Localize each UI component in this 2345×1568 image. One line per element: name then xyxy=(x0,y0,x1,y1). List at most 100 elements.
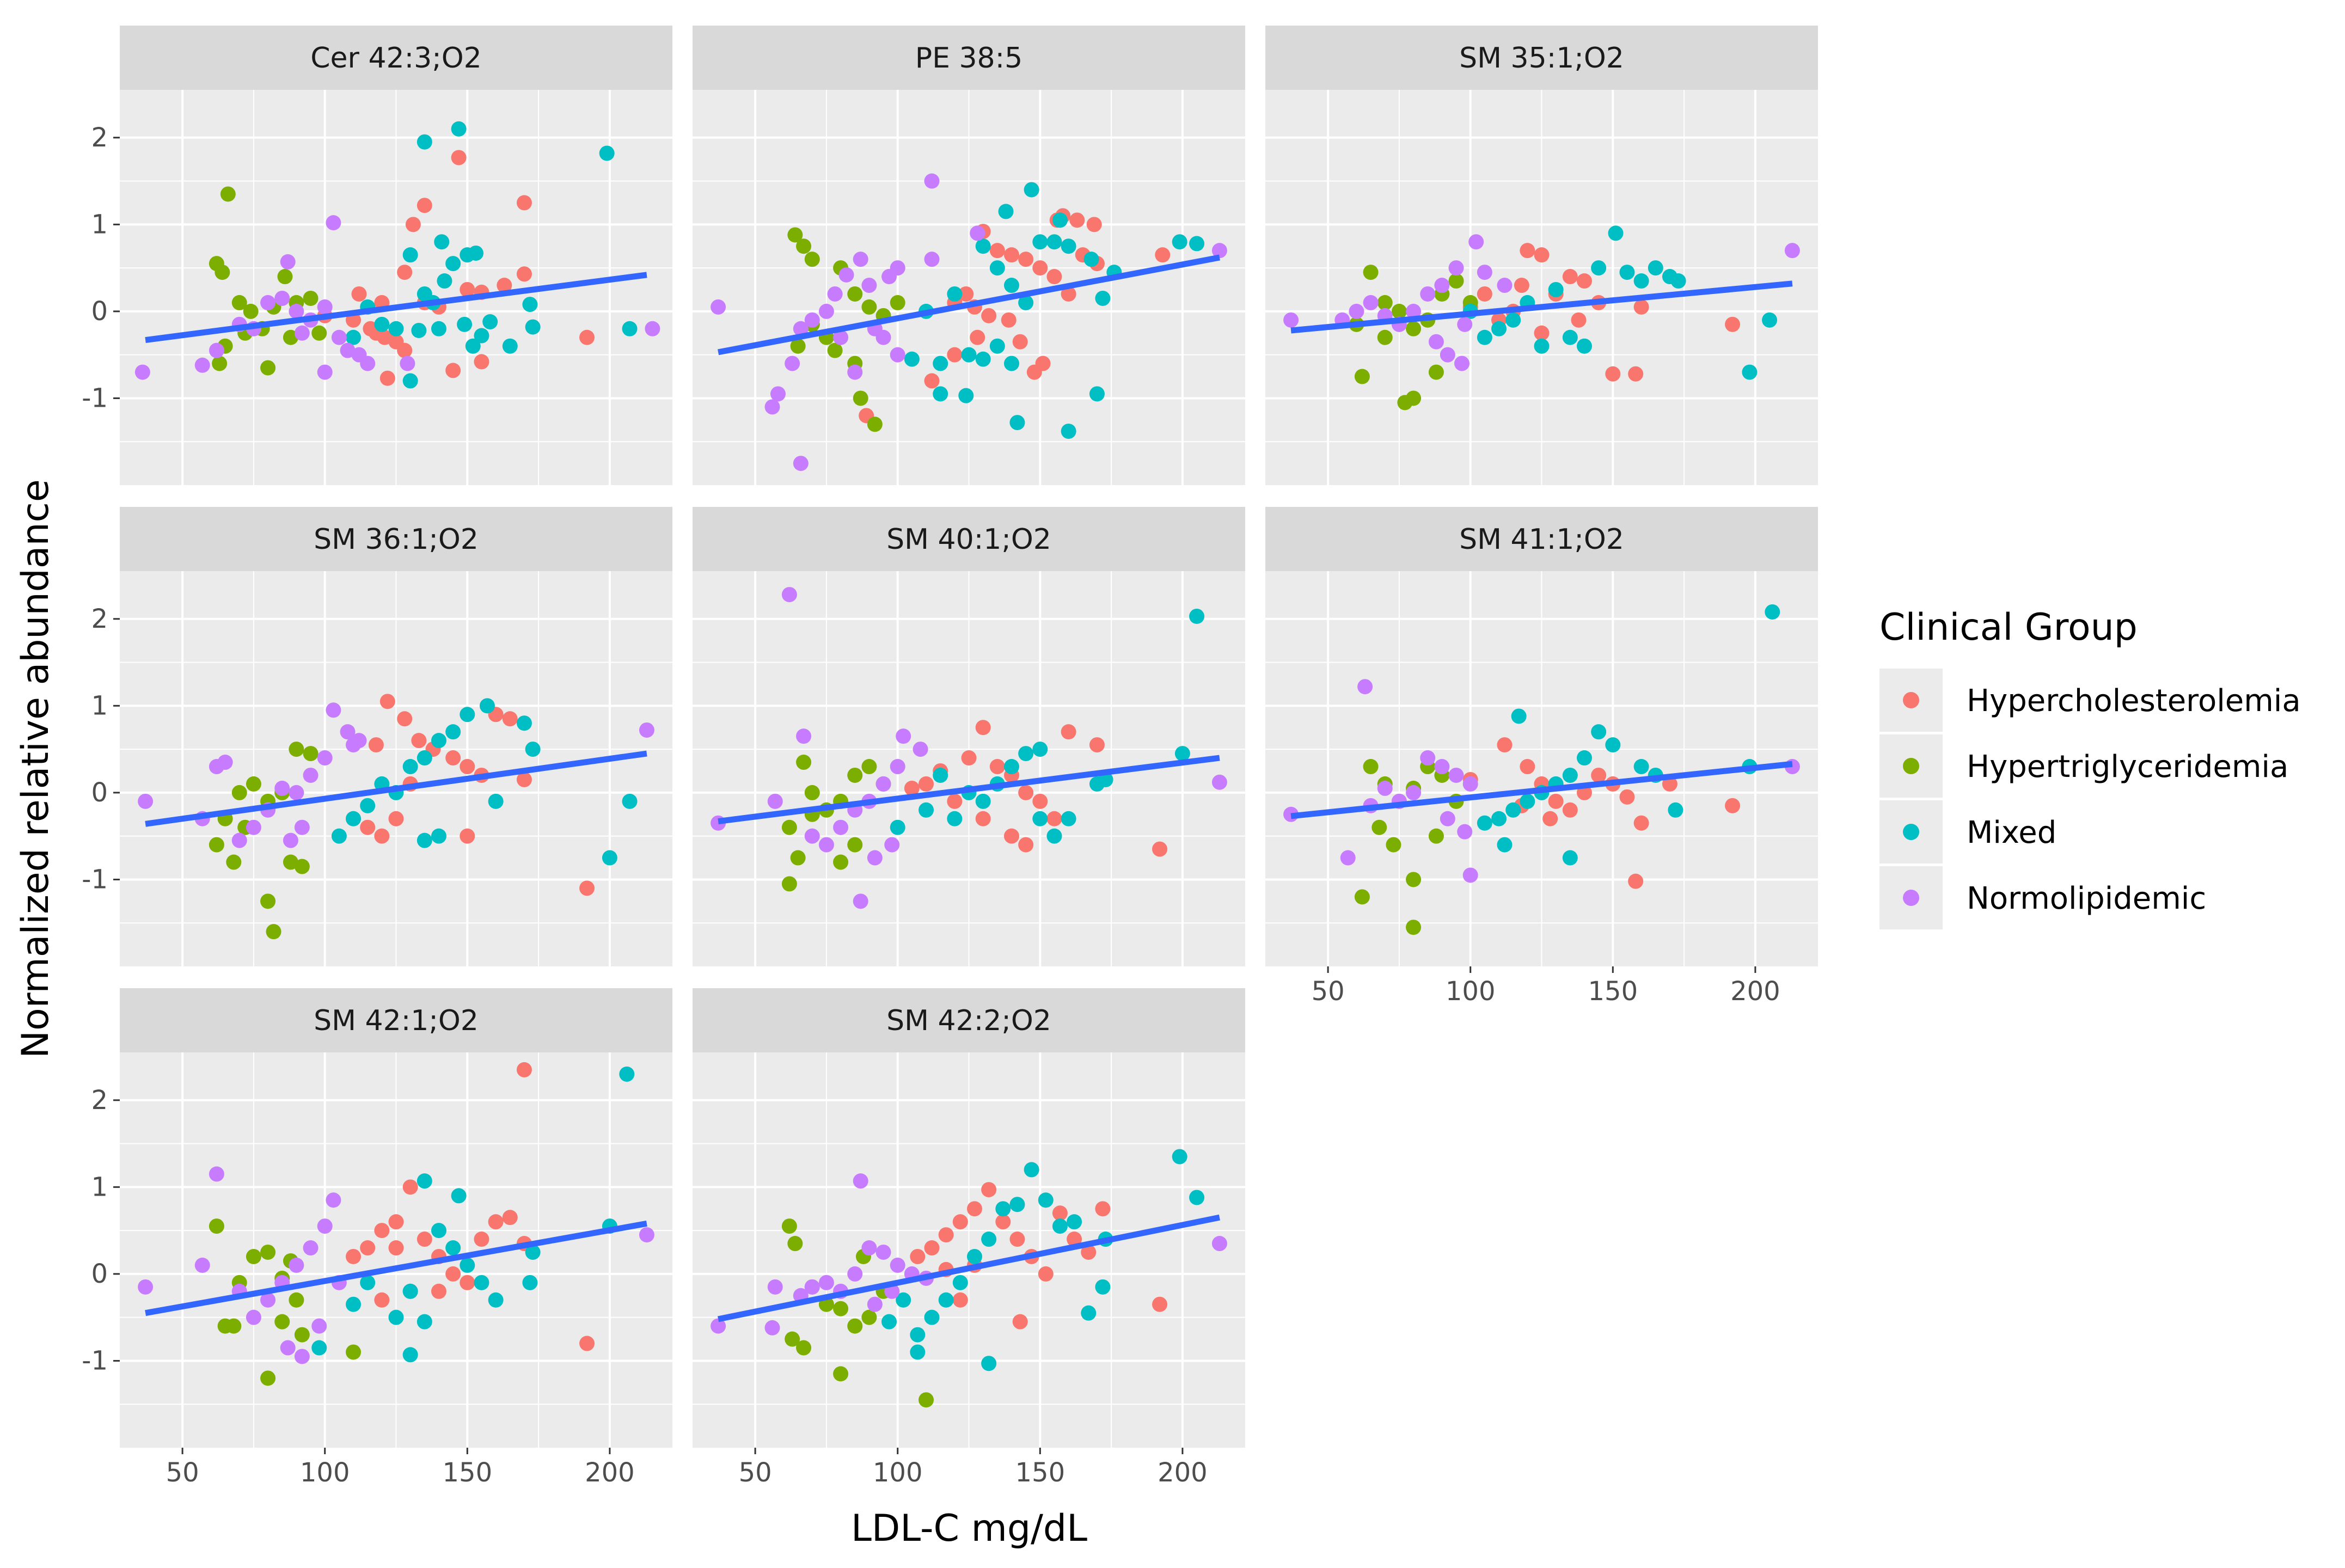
data-point xyxy=(861,759,877,775)
data-point xyxy=(431,1283,446,1299)
data-point xyxy=(1406,303,1422,319)
data-point xyxy=(1009,1197,1025,1212)
data-point xyxy=(890,819,905,835)
data-point xyxy=(1003,247,1019,263)
data-point xyxy=(488,1214,504,1230)
data-point xyxy=(294,1349,310,1364)
data-point xyxy=(579,329,595,345)
facet-label: SM 42:2;O2 xyxy=(886,1004,1051,1037)
y-tick-label: 0 xyxy=(91,777,108,808)
data-point xyxy=(374,828,390,844)
trend-line xyxy=(718,755,1220,824)
data-point xyxy=(346,1296,362,1312)
data-point xyxy=(209,1166,224,1182)
data-point xyxy=(884,837,900,853)
data-point xyxy=(787,227,803,243)
data-point xyxy=(793,456,809,471)
facet-strip xyxy=(1265,26,1818,90)
data-point xyxy=(1668,802,1683,818)
data-point xyxy=(790,338,806,354)
data-point xyxy=(947,811,963,826)
data-point xyxy=(961,347,977,363)
data-point xyxy=(326,1192,341,1208)
data-point xyxy=(246,819,261,835)
data-point xyxy=(303,746,319,762)
legend-item-hypertriglyceridemia: Hypertriglyceridemia xyxy=(1879,734,2288,798)
data-point xyxy=(938,1292,954,1308)
data-point xyxy=(861,278,877,293)
data-point xyxy=(890,295,905,310)
data-point xyxy=(260,1244,276,1260)
data-point xyxy=(1520,793,1535,809)
data-point xyxy=(1340,850,1356,866)
data-point xyxy=(770,386,786,402)
data-point xyxy=(853,390,868,406)
data-point xyxy=(1448,260,1464,276)
trend-line xyxy=(145,272,647,343)
data-point xyxy=(781,1218,797,1234)
data-point xyxy=(368,737,384,753)
data-point xyxy=(881,1314,897,1330)
data-point xyxy=(1001,312,1017,328)
data-point xyxy=(388,1309,404,1325)
trend-line xyxy=(1290,280,1793,334)
data-point xyxy=(1046,269,1062,285)
facet-strip xyxy=(693,507,1245,571)
data-point xyxy=(1457,316,1473,332)
data-point xyxy=(1420,286,1436,302)
data-point xyxy=(861,1240,877,1256)
data-point xyxy=(397,265,413,280)
data-point xyxy=(1619,789,1635,805)
data-point xyxy=(289,303,304,319)
data-point xyxy=(767,793,783,809)
data-point xyxy=(896,728,911,744)
data-point xyxy=(1542,811,1558,826)
data-point xyxy=(947,793,963,809)
data-point xyxy=(388,321,404,336)
data-point xyxy=(417,832,432,848)
x-tick-label: 200 xyxy=(1730,976,1780,1007)
data-point xyxy=(1534,247,1550,263)
data-point xyxy=(1505,802,1521,818)
data-point xyxy=(602,850,617,866)
data-point xyxy=(138,793,154,809)
data-point xyxy=(1172,1149,1187,1165)
data-point xyxy=(360,1275,376,1290)
data-point xyxy=(460,1275,475,1290)
legend-entries: Hypercholesterolemia Hypertriglyceridemia… xyxy=(1879,669,2301,929)
data-point xyxy=(838,267,854,283)
data-point xyxy=(847,286,863,302)
data-point xyxy=(1083,252,1099,267)
data-point xyxy=(896,1292,911,1308)
data-point xyxy=(1633,299,1649,315)
data-point xyxy=(975,720,991,736)
data-point xyxy=(1520,759,1535,775)
data-point xyxy=(1211,1236,1227,1252)
data-point xyxy=(465,338,481,354)
data-point xyxy=(303,767,319,783)
data-point xyxy=(516,771,532,787)
data-point xyxy=(294,819,310,835)
data-point xyxy=(331,828,347,844)
data-point xyxy=(445,750,461,766)
data-point xyxy=(474,1275,489,1290)
data-point xyxy=(1003,278,1019,293)
data-point xyxy=(1018,746,1034,762)
data-point xyxy=(1534,338,1550,354)
data-point xyxy=(346,811,362,826)
data-point xyxy=(1024,182,1039,198)
data-point xyxy=(847,364,863,380)
series-hypertriglyceridemia xyxy=(209,742,319,940)
data-point xyxy=(981,1232,997,1247)
data-point xyxy=(1591,767,1607,783)
data-point xyxy=(1012,334,1028,350)
data-point xyxy=(639,722,654,738)
data-point xyxy=(622,793,638,809)
data-point xyxy=(460,828,475,844)
trend-line xyxy=(717,1214,1221,1322)
data-point xyxy=(405,217,421,232)
data-point xyxy=(326,702,341,718)
data-point xyxy=(289,785,304,800)
data-point xyxy=(1024,1162,1039,1178)
